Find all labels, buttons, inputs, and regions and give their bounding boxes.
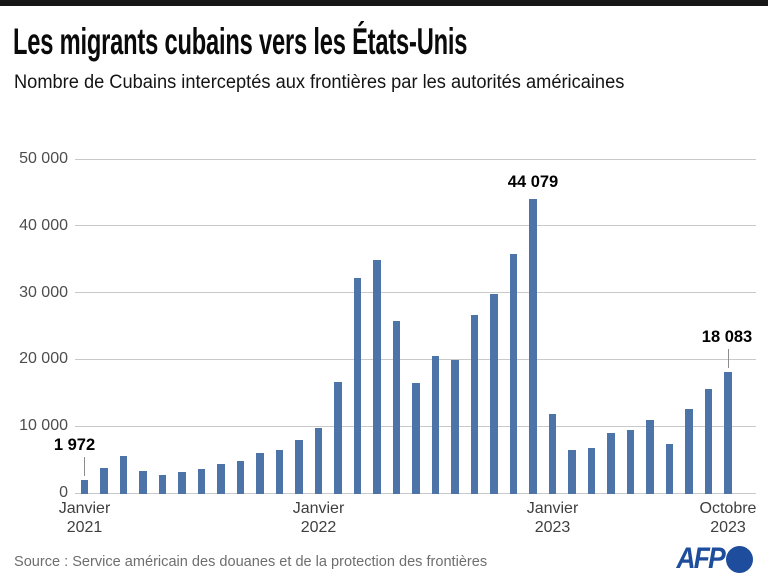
bar-2022-03 [353, 277, 362, 494]
annotation-value-label: 44 079 [507, 172, 559, 191]
bar-2023-10 [724, 372, 732, 494]
bar-2023-09 [704, 388, 713, 494]
bar-2021-04 [139, 470, 147, 494]
bar-2022-05 [392, 320, 401, 494]
top-accent-bar [0, 0, 768, 6]
bar-2023-03 [587, 447, 596, 494]
bar-2021-08 [217, 463, 225, 494]
y-tick-label: 20 000 [19, 350, 68, 368]
bar-2023-02 [568, 450, 576, 494]
x-tick-line: Octobre [699, 500, 757, 517]
bar-2021-09 [236, 460, 245, 494]
bar-2021-05 [158, 474, 167, 494]
bar-2023-07 [665, 443, 674, 494]
x-tick-label-octobre-2023: Octobre 2023 [680, 499, 768, 537]
y-tick-label: 30 000 [19, 283, 68, 301]
bar-2022-04 [373, 259, 381, 494]
x-tick-label-janvier-2021: Janvier 2021 [37, 499, 133, 537]
bar-2021-12 [295, 439, 303, 494]
bar-2022-08 [451, 360, 459, 494]
x-tick-line: 2021 [66, 519, 103, 536]
page-subtitle: Nombre de Cubains interceptés aux fronti… [14, 72, 625, 93]
bar-2023-05 [626, 430, 635, 494]
y-tick-label: 50 000 [19, 150, 68, 167]
x-tick-line: Janvier [526, 500, 579, 517]
gridline-30000 [75, 292, 756, 294]
bar-2022-06 [412, 382, 420, 494]
bar-2021-02 [100, 468, 108, 494]
bar-2023-01 [548, 413, 557, 494]
bar-2023-04 [607, 432, 615, 494]
afp-logo-text: AFP [676, 542, 725, 575]
bar-2022-12 [529, 198, 537, 494]
x-tick-line: 2023 [534, 519, 571, 536]
afp-globe-icon [726, 545, 753, 573]
bar-2021-07 [197, 468, 206, 494]
annotation-value-label: 18 083 [701, 328, 753, 347]
bar-2022-09 [470, 315, 479, 494]
source-text: Source : Service américain des douanes e… [14, 553, 488, 570]
bar-2023-08 [685, 408, 693, 494]
bar-2022-07 [431, 356, 440, 494]
x-tick-line: Janvier [292, 500, 345, 517]
annotation-tick [727, 349, 729, 369]
x-tick-line: 2022 [300, 519, 337, 536]
afp-logo: AFP [670, 542, 753, 576]
gridline-50000 [75, 158, 756, 160]
annotation-tick [84, 456, 85, 476]
gridline-20000 [75, 358, 756, 360]
gridline-40000 [75, 225, 756, 227]
bar-2021-10 [256, 452, 264, 494]
x-tick-label-janvier-2022: Janvier 2022 [271, 499, 367, 537]
y-tick-label: 10 000 [19, 417, 68, 435]
page-title: Les migrants cubains vers les États-Unis [13, 21, 468, 62]
annotation-value-label: 1 972 [53, 435, 96, 454]
y-tick-label: 0 [59, 484, 68, 501]
bar-2023-06 [646, 420, 654, 494]
bar-2021-01 [80, 479, 89, 494]
x-tick-label-janvier-2023: Janvier 2023 [505, 499, 601, 537]
bar-2021-03 [119, 455, 128, 494]
bar-2022-01 [314, 428, 323, 494]
bar-2022-11 [509, 253, 518, 494]
bar-2021-06 [178, 472, 186, 494]
bar-2022-10 [490, 293, 498, 494]
y-tick-label: 40 000 [19, 216, 68, 234]
bar-2021-11 [275, 449, 284, 494]
x-tick-line: Janvier [58, 500, 111, 517]
bar-2022-02 [334, 382, 342, 494]
x-tick-line: 2023 [710, 519, 746, 536]
